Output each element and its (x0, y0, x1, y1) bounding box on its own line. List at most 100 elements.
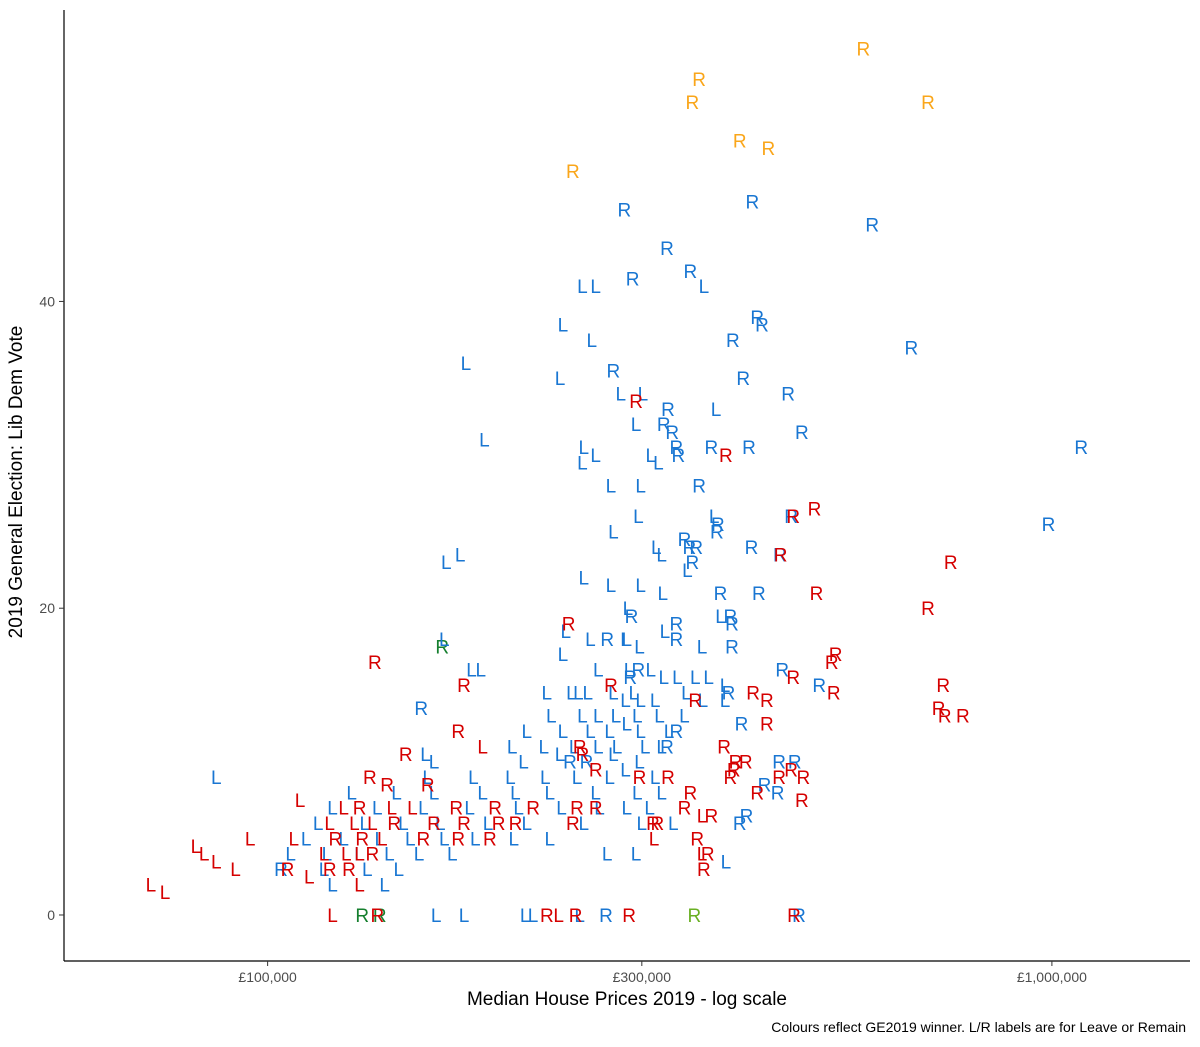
data-point: L (338, 829, 349, 850)
data-point: L (651, 538, 662, 559)
data-point: L (715, 607, 726, 628)
data-point: L (418, 799, 429, 820)
data-point: L (624, 661, 635, 682)
data-point: L (461, 354, 472, 375)
data-point: L (650, 768, 661, 789)
data-point: L (513, 799, 524, 820)
data-point: R (566, 814, 580, 835)
data-point: L (621, 630, 632, 651)
x-tick-label: £100,000 (238, 969, 297, 985)
data-point: R (795, 791, 809, 812)
data-point: L (455, 546, 466, 567)
data-point: R (678, 799, 692, 820)
data-point: L (367, 814, 378, 835)
data-point: L (319, 845, 330, 866)
data-point: L (664, 722, 675, 743)
data-point: L (521, 722, 532, 743)
data-point: L (468, 768, 479, 789)
data-point: R (750, 783, 764, 804)
data-point: L (632, 707, 643, 728)
data-point: R (921, 599, 935, 620)
data-point: R (669, 722, 683, 743)
data-point: R (623, 668, 637, 689)
data-point: L (577, 277, 588, 298)
data-point: R (661, 768, 675, 789)
data-point: R (570, 799, 584, 820)
data-point: R (387, 814, 401, 835)
data-point: R (688, 691, 702, 712)
data-point: L (558, 645, 569, 666)
data-point: R (617, 200, 631, 221)
data-point: L (604, 768, 615, 789)
data-point: R (569, 906, 583, 927)
data-point: L (561, 622, 572, 643)
data-point: L (645, 446, 656, 467)
data-point: L (319, 860, 330, 881)
data-point: R (526, 799, 540, 820)
data-point: R (936, 676, 950, 697)
data-point: L (635, 691, 646, 712)
data-point: L (555, 369, 566, 390)
data-point: L (476, 661, 487, 682)
data-point: L (477, 783, 488, 804)
data-point: L (483, 814, 494, 835)
data-point: R (760, 691, 774, 712)
data-point: R (607, 361, 621, 382)
data-point: R (745, 538, 759, 559)
data-point: R (689, 538, 703, 559)
data-point: R (752, 584, 766, 605)
data-point: L (569, 737, 580, 758)
data-point: L (640, 737, 651, 758)
data-point: L (528, 906, 539, 927)
data-point: L (505, 768, 516, 789)
data-point: L (327, 875, 338, 896)
data-point: R (457, 676, 471, 697)
data-point: L (632, 783, 643, 804)
data-point: L (431, 906, 442, 927)
data-point: L (679, 707, 690, 728)
data-point: L (520, 906, 531, 927)
data-point: L (545, 829, 556, 850)
data-point: L (635, 576, 646, 597)
data-point: L (672, 668, 683, 689)
data-point: L (593, 737, 604, 758)
data-point: L (459, 906, 470, 927)
data-point: R (787, 906, 801, 927)
data-point: L (566, 684, 577, 705)
data-point: R (788, 753, 802, 774)
data-point: R (686, 93, 700, 114)
data-point: R (808, 500, 822, 521)
data-point: R (755, 315, 769, 336)
chart-caption: Colours reflect GE2019 winner. L/R label… (771, 1019, 1186, 1035)
data-point: R (705, 438, 719, 459)
data-point: L (327, 799, 338, 820)
data-point: L (556, 799, 567, 820)
data-point: R (678, 530, 692, 551)
data-point: L (574, 906, 585, 927)
data-point: L (608, 523, 619, 544)
data-point: R (451, 722, 465, 743)
data-point: L (682, 561, 693, 582)
data-point: L (379, 875, 390, 896)
data-point: L (324, 814, 335, 835)
data-point: L (637, 814, 648, 835)
data-point: R (563, 753, 577, 774)
data-point: R (604, 676, 618, 697)
data-point: L (657, 584, 668, 605)
data-point: L (354, 875, 365, 896)
data-point: R (722, 684, 736, 705)
data-point: R (745, 193, 759, 214)
data-point: L (422, 768, 433, 789)
data-point: R (710, 523, 724, 544)
data-point: L (518, 753, 529, 774)
data-point: L (578, 569, 589, 590)
data-point: R (938, 707, 952, 728)
data-point: L (477, 737, 488, 758)
data-point: L (394, 860, 405, 881)
data-point: L (697, 806, 708, 827)
data-point: R (660, 737, 674, 758)
data-point: L (620, 630, 631, 651)
data-point: R (580, 753, 594, 774)
data-point: R (810, 584, 824, 605)
